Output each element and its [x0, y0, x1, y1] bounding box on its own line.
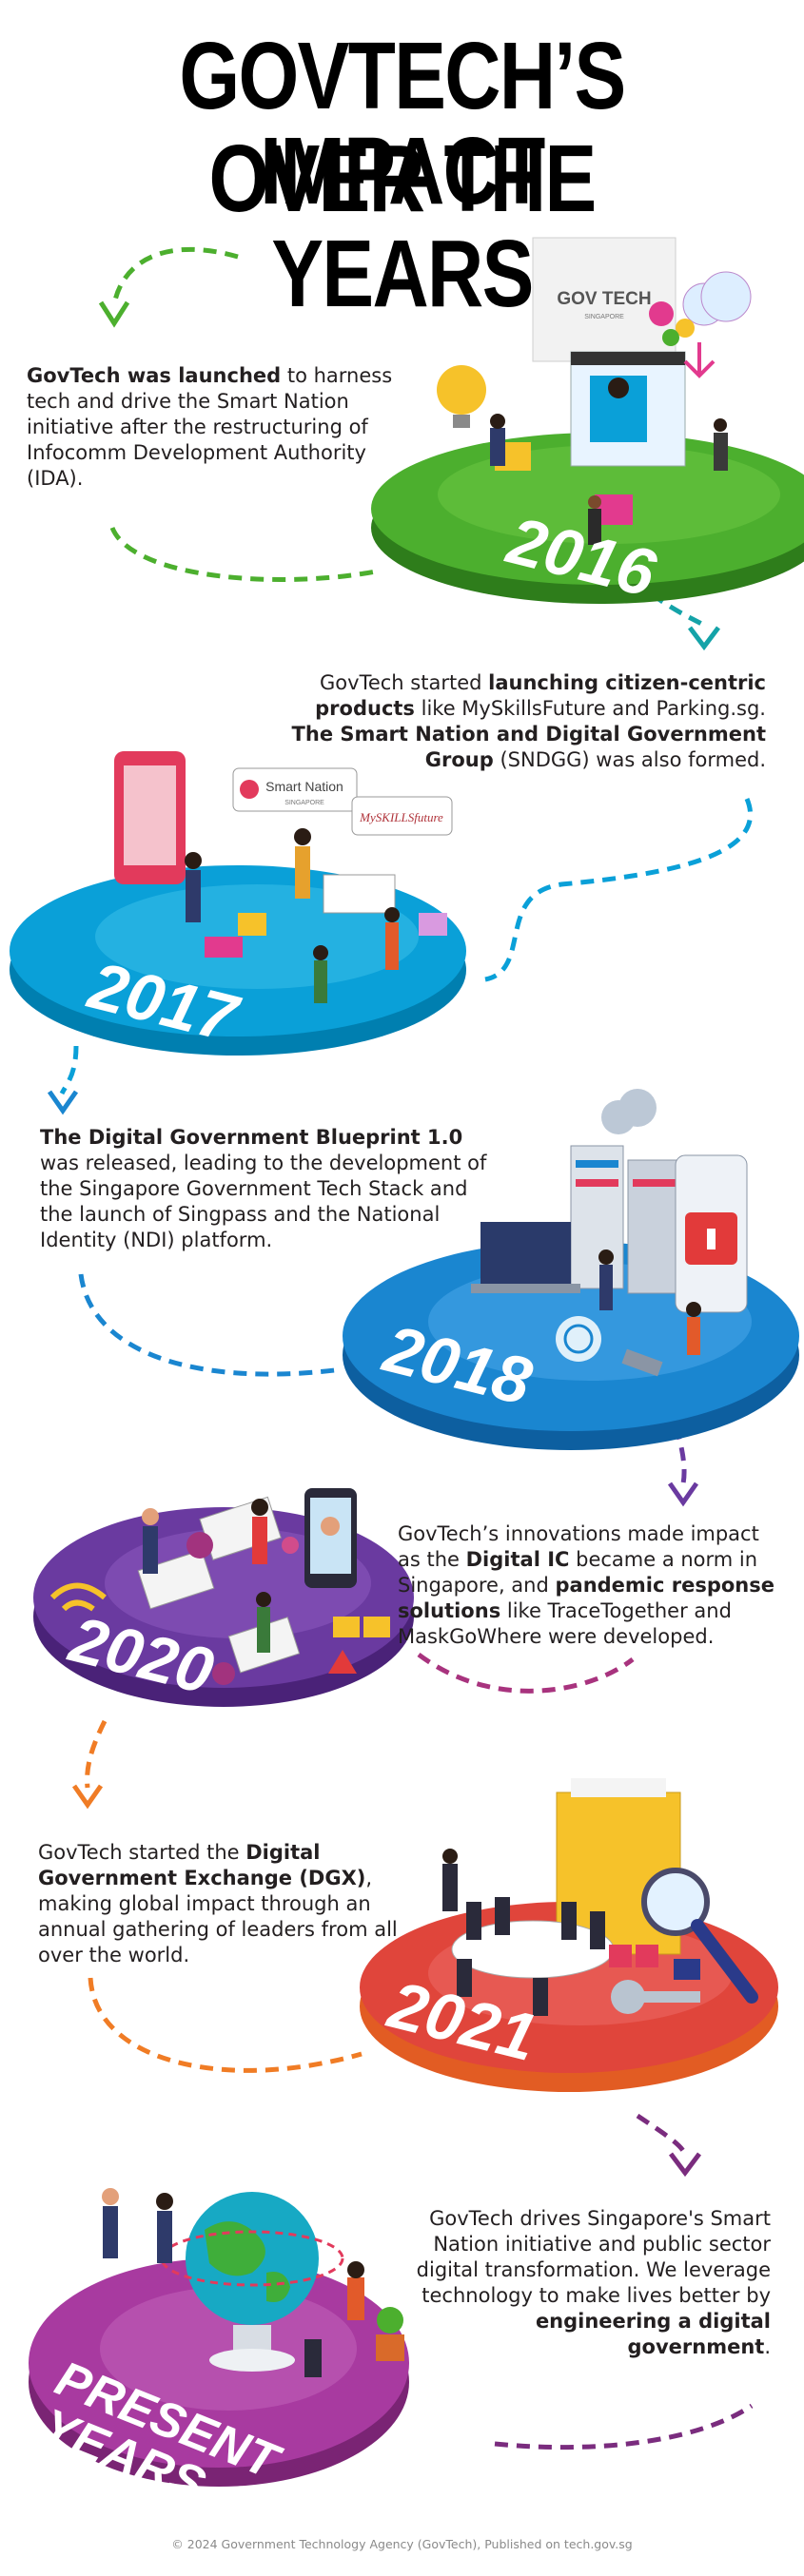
connector-2021-present [88, 1977, 701, 2178]
copyright-footer: © 2024 Government Technology Agency (Gov… [171, 2537, 633, 2551]
govtech-logo-text: GOV TECH [557, 289, 651, 309]
connector-2020-2021 [71, 1652, 635, 1810]
connector-arrow-top [98, 246, 239, 328]
title-line-2: OVER THE YEARS [208, 126, 597, 327]
platform-2021: 2021 [360, 1778, 778, 2092]
platform-present-years: PRESENT YEARS [29, 2188, 409, 2513]
svg-text:SINGAPORE: SINGAPORE [584, 314, 624, 320]
connector-2017-2018 [47, 798, 753, 1115]
platform-2020: 2020 [33, 1488, 414, 1708]
svg-text:SINGAPORE: SINGAPORE [284, 800, 324, 806]
smart-nation-logo-text: Smart Nation [265, 779, 343, 794]
connector-present-end [494, 2403, 754, 2450]
platform-2016: GOV TECH SINGAPORE 2016 [371, 237, 804, 610]
milestone-2021-text: GovTech started the Digital Government E… [38, 1841, 398, 1966]
myskillsfuture-logo-text: MySKILLSfuture [359, 810, 443, 824]
milestone-present-text: GovTech drives Singapore's Smart Nation … [416, 2207, 771, 2358]
milestone-2018-text: The Digital Government Blueprint 1.0 was… [40, 1126, 487, 1251]
platform-2018: 2018 [343, 1089, 799, 1450]
platform-2017: Smart Nation SINGAPORE MySKILLSfuture 20… [10, 751, 466, 1056]
milestone-2016-text: GovTech was launched to harness tech and… [27, 364, 393, 490]
title-line-1: GOVTECH’S IMPACT [179, 23, 626, 224]
milestone-2020-text: GovTech’s innovations made impact as the… [398, 1522, 775, 1648]
milestone-2017-text: GovTech started launching citizen-centri… [291, 671, 766, 771]
